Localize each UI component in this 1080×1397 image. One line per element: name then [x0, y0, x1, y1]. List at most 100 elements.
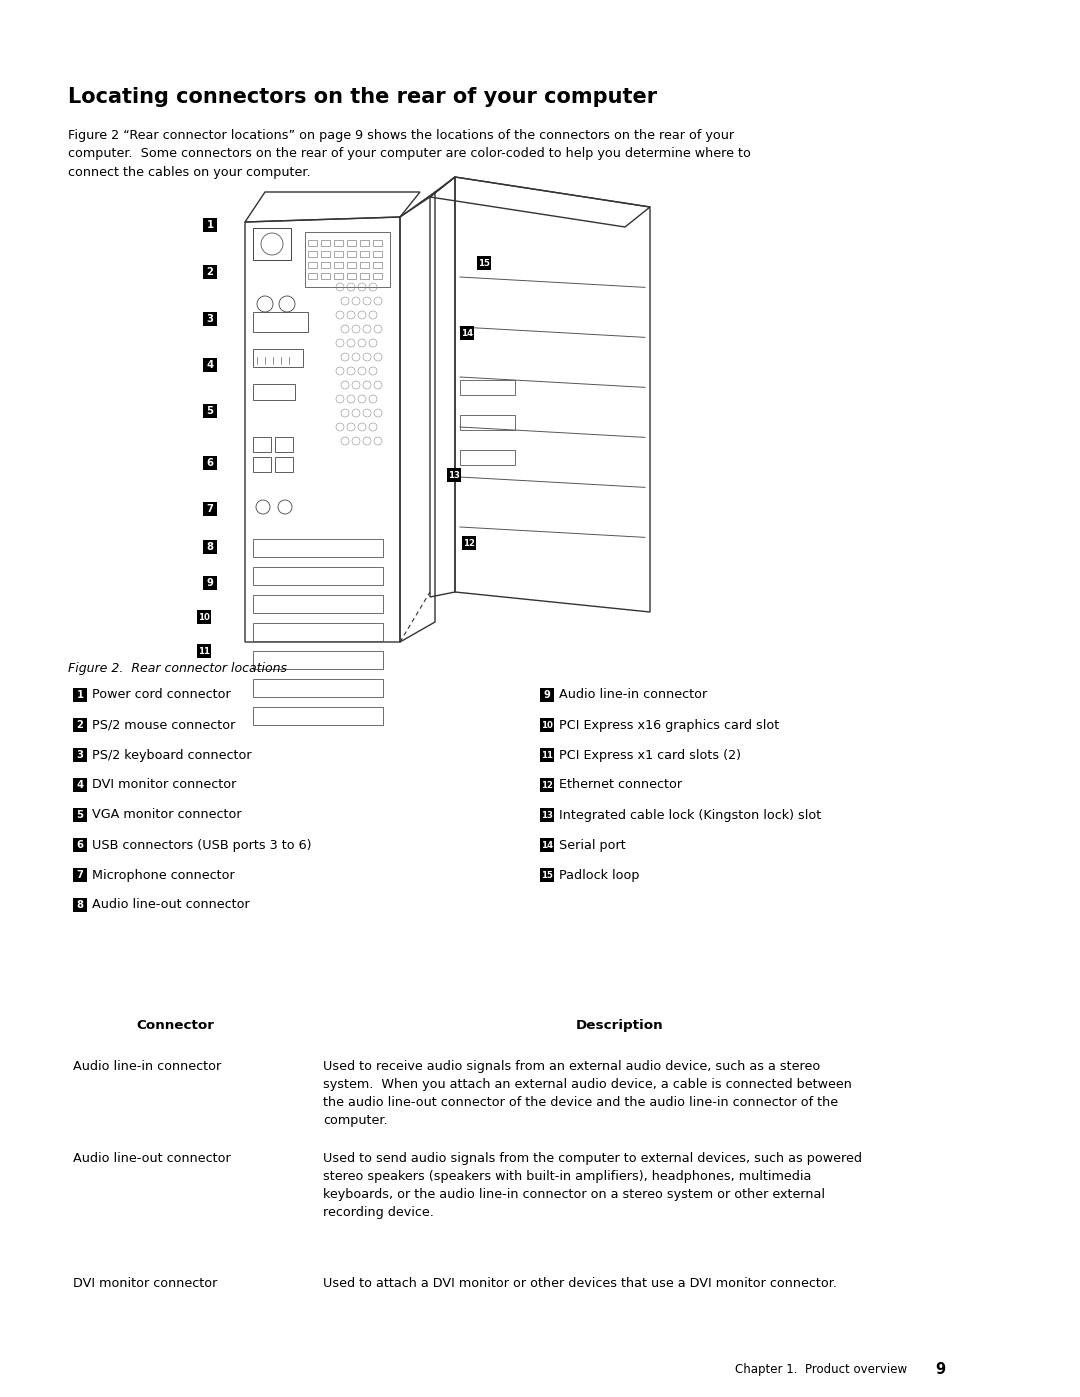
- Text: Serial port: Serial port: [559, 838, 625, 852]
- FancyBboxPatch shape: [73, 807, 87, 821]
- FancyBboxPatch shape: [73, 898, 87, 912]
- FancyBboxPatch shape: [197, 610, 211, 624]
- Bar: [275, 457, 293, 472]
- Text: Audio line-out connector: Audio line-out connector: [73, 1153, 231, 1165]
- Bar: [334, 251, 343, 257]
- Bar: [347, 272, 356, 279]
- Bar: [253, 623, 383, 641]
- FancyBboxPatch shape: [540, 718, 554, 732]
- FancyBboxPatch shape: [540, 807, 554, 821]
- Text: Power cord connector: Power cord connector: [92, 689, 231, 701]
- Text: 2: 2: [77, 719, 83, 731]
- Text: Audio line-in connector: Audio line-in connector: [73, 1060, 221, 1073]
- Text: Description: Description: [577, 1018, 664, 1032]
- Bar: [308, 263, 318, 268]
- Text: Chapter 1.  Product overview: Chapter 1. Product overview: [735, 1362, 907, 1376]
- FancyBboxPatch shape: [73, 687, 87, 703]
- Text: 12: 12: [463, 538, 475, 548]
- Bar: [253, 567, 383, 585]
- Text: 3: 3: [206, 314, 214, 324]
- Text: 7: 7: [77, 870, 83, 880]
- Bar: [253, 539, 383, 557]
- FancyBboxPatch shape: [203, 404, 217, 418]
- Text: 5: 5: [77, 810, 83, 820]
- Text: Integrated cable lock (Kingston lock) slot: Integrated cable lock (Kingston lock) sl…: [559, 809, 821, 821]
- FancyBboxPatch shape: [460, 326, 474, 339]
- Bar: [321, 251, 330, 257]
- Text: 13: 13: [448, 471, 460, 479]
- FancyBboxPatch shape: [540, 868, 554, 882]
- Bar: [305, 232, 390, 286]
- Bar: [460, 450, 515, 465]
- Bar: [360, 240, 369, 246]
- FancyBboxPatch shape: [540, 687, 554, 703]
- Bar: [347, 240, 356, 246]
- FancyBboxPatch shape: [477, 256, 491, 270]
- Text: Used to send audio signals from the computer to external devices, such as powere: Used to send audio signals from the comp…: [323, 1153, 862, 1220]
- Bar: [334, 263, 343, 268]
- Bar: [253, 651, 383, 669]
- Bar: [253, 707, 383, 725]
- Text: Used to receive audio signals from an external audio device, such as a stereo
sy: Used to receive audio signals from an ex…: [323, 1060, 852, 1127]
- FancyBboxPatch shape: [73, 718, 87, 732]
- FancyBboxPatch shape: [73, 747, 87, 761]
- Text: VGA monitor connector: VGA monitor connector: [92, 809, 242, 821]
- Text: 11: 11: [198, 647, 210, 655]
- Bar: [360, 272, 369, 279]
- FancyBboxPatch shape: [540, 778, 554, 792]
- Text: PS/2 keyboard connector: PS/2 keyboard connector: [92, 749, 252, 761]
- Text: Ethernet connector: Ethernet connector: [559, 778, 683, 792]
- Text: PCI Express x16 graphics card slot: PCI Express x16 graphics card slot: [559, 718, 780, 732]
- Bar: [253, 457, 271, 472]
- Bar: [360, 251, 369, 257]
- Bar: [347, 263, 356, 268]
- Text: 15: 15: [541, 870, 553, 880]
- Bar: [321, 263, 330, 268]
- Text: 4: 4: [77, 780, 83, 789]
- Text: 3: 3: [77, 750, 83, 760]
- Text: 5: 5: [206, 407, 214, 416]
- Bar: [253, 228, 291, 260]
- FancyBboxPatch shape: [203, 312, 217, 326]
- FancyBboxPatch shape: [203, 265, 217, 279]
- Text: Figure 2 “Rear connector locations” on page 9 shows the locations of the connect: Figure 2 “Rear connector locations” on p…: [68, 129, 751, 179]
- Bar: [373, 272, 382, 279]
- Text: 15: 15: [478, 258, 490, 267]
- Text: Connector: Connector: [136, 1018, 214, 1032]
- FancyBboxPatch shape: [540, 838, 554, 852]
- Text: 13: 13: [541, 810, 553, 820]
- FancyBboxPatch shape: [203, 455, 217, 469]
- Bar: [373, 263, 382, 268]
- FancyBboxPatch shape: [203, 502, 217, 515]
- Text: 7: 7: [206, 504, 214, 514]
- Text: 9: 9: [206, 578, 214, 588]
- Text: 10: 10: [541, 721, 553, 729]
- FancyBboxPatch shape: [197, 644, 211, 658]
- Bar: [373, 240, 382, 246]
- FancyBboxPatch shape: [203, 576, 217, 590]
- FancyBboxPatch shape: [203, 358, 217, 372]
- Bar: [308, 240, 318, 246]
- Text: 10: 10: [198, 612, 210, 622]
- Bar: [321, 240, 330, 246]
- FancyBboxPatch shape: [73, 778, 87, 792]
- Text: 1: 1: [206, 219, 214, 231]
- Text: 1: 1: [77, 690, 83, 700]
- Text: 6: 6: [77, 840, 83, 849]
- Text: 4: 4: [206, 360, 214, 370]
- Bar: [253, 312, 308, 332]
- Bar: [253, 595, 383, 613]
- FancyBboxPatch shape: [540, 747, 554, 761]
- Bar: [460, 415, 515, 430]
- Text: 9: 9: [935, 1362, 945, 1376]
- Text: Audio line-in connector: Audio line-in connector: [559, 689, 707, 701]
- Bar: [321, 272, 330, 279]
- Bar: [275, 437, 293, 453]
- FancyBboxPatch shape: [203, 218, 217, 232]
- Bar: [253, 349, 303, 367]
- Text: 2: 2: [206, 267, 214, 277]
- Text: Figure 2.  Rear connector locations: Figure 2. Rear connector locations: [68, 662, 287, 675]
- Text: DVI monitor connector: DVI monitor connector: [73, 1277, 217, 1289]
- Text: Audio line-out connector: Audio line-out connector: [92, 898, 249, 911]
- Bar: [373, 251, 382, 257]
